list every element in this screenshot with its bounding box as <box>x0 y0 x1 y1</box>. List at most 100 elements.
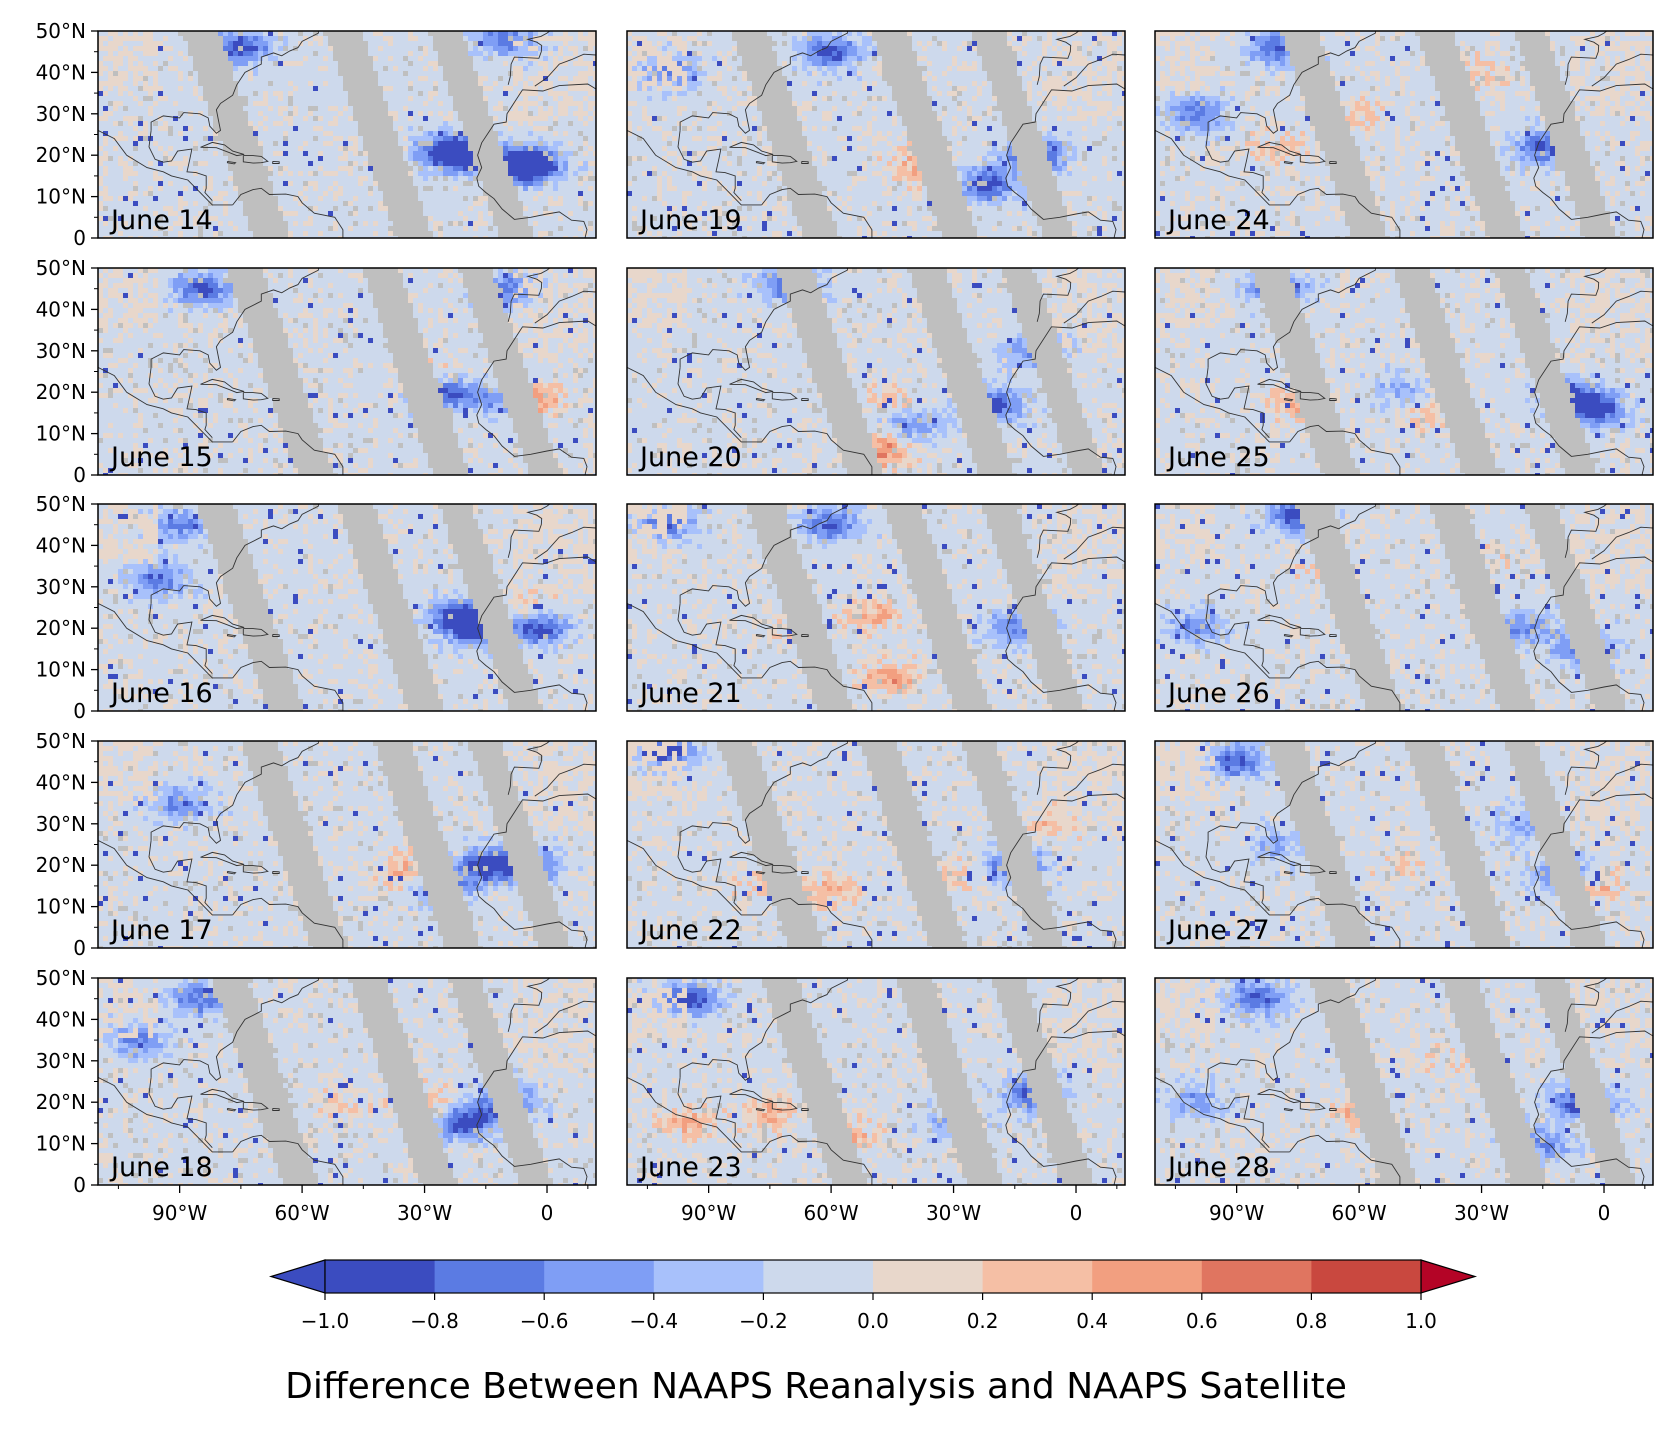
map-panel: June 16 50°N 40°N 30°N 20°N 10°N 0 <box>36 492 597 723</box>
coastlines <box>1155 978 1653 1185</box>
map-panel: June 25 <box>1154 267 1654 476</box>
lat-tick-label: 50°N <box>36 19 86 43</box>
lat-tick-label: 20°N <box>36 380 86 404</box>
colorbar-tick-label: 0.4 <box>1076 1309 1108 1333</box>
panel-frame <box>626 503 1126 712</box>
lon-tick-label: 30°W <box>1454 1201 1509 1225</box>
colorbar-segment <box>982 1260 1093 1293</box>
panel-date-label: June 15 <box>109 442 213 473</box>
map-panel: June 23 90°W 60°W 30°W 0 <box>626 977 1126 1225</box>
map-panel: June 19 <box>626 30 1126 239</box>
colorbar-segment <box>653 1260 764 1293</box>
panel-date-label: June 26 <box>1166 678 1270 709</box>
colorbar-segment <box>873 1260 984 1293</box>
coastlines <box>98 504 596 711</box>
panel-frame <box>1154 30 1654 239</box>
panel-frame <box>1154 740 1654 949</box>
panel-date-label: June 24 <box>1166 205 1270 236</box>
lon-tick-label: 60°W <box>803 1201 858 1225</box>
colorbar-tick-label: −0.8 <box>410 1309 459 1333</box>
map-panel: June 14 50°N 40°N 30°N 20°N 10°N 0 <box>36 19 597 250</box>
lon-tick-label: 30°W <box>926 1201 981 1225</box>
coastlines <box>98 268 596 475</box>
lat-tick-label: 10°N <box>36 658 86 682</box>
coastlines <box>627 978 1125 1185</box>
lat-tick-label: 50°N <box>36 492 86 516</box>
difference-grid <box>1155 978 1653 1185</box>
lat-tick-label: 40°N <box>36 1007 86 1031</box>
coastlines <box>98 978 596 1185</box>
lat-tick-label: 0 <box>73 936 86 960</box>
lon-tick-label: 90°W <box>681 1201 736 1225</box>
colorbar: −1.0 −0.8 −0.6 −0.4 −0.2 0.0 0.2 0.4 0.6 0.8 1.0 <box>268 1259 1478 1333</box>
panel-frame <box>1154 267 1654 476</box>
colorbar-tick-label: 1.0 <box>1405 1309 1437 1333</box>
coastlines <box>627 504 1125 711</box>
panel-date-label: June 14 <box>109 205 213 236</box>
lat-tick-label: 20°N <box>36 1090 86 1114</box>
panel-date-label: June 23 <box>638 1152 742 1183</box>
coastlines <box>1155 31 1653 238</box>
lat-tick-label: 20°N <box>36 143 86 167</box>
panel-date-label: June 28 <box>1166 1152 1270 1183</box>
colorbar-segment <box>1201 1260 1312 1293</box>
lat-tick-label: 50°N <box>36 966 86 990</box>
lon-tick-label: 0 <box>1598 1201 1611 1225</box>
panel-frame <box>1154 503 1654 712</box>
lon-tick-label: 90°W <box>1209 1201 1264 1225</box>
colorbar-segment <box>325 1260 436 1293</box>
lat-tick-label: 30°N <box>36 102 86 126</box>
difference-grid <box>627 31 1125 238</box>
lat-tick-label: 30°N <box>36 575 86 599</box>
lat-tick-label: 40°N <box>36 770 86 794</box>
colorbar-tick-label: 0.2 <box>967 1309 999 1333</box>
lat-tick-label: 40°N <box>36 60 86 84</box>
lat-tick-label: 50°N <box>36 729 86 753</box>
map-panel: June 26 <box>1154 503 1654 712</box>
coastlines <box>1155 741 1653 948</box>
coastlines <box>627 741 1125 948</box>
lat-tick-label: 30°N <box>36 812 86 836</box>
panel-date-label: June 18 <box>109 1152 213 1183</box>
difference-grid <box>627 268 1125 475</box>
colorbar-tick-label: −0.6 <box>520 1309 569 1333</box>
map-panel: June 27 <box>1154 740 1654 949</box>
colorbar-segment <box>544 1260 655 1293</box>
difference-grid <box>627 741 1125 948</box>
panel-date-label: June 22 <box>638 915 742 946</box>
lat-tick-label: 0 <box>73 463 86 487</box>
coastlines <box>627 31 1125 238</box>
coastlines <box>627 268 1125 475</box>
panel-frame <box>626 30 1126 239</box>
coastlines <box>98 31 596 238</box>
lon-tick-label: 30°W <box>397 1201 452 1225</box>
lat-tick-label: 30°N <box>36 339 86 363</box>
lat-tick-label: 10°N <box>36 895 86 919</box>
figure-title: Difference Between NAAPS Reanalysis and … <box>285 1366 1347 1407</box>
panel-frame <box>626 267 1126 476</box>
lon-tick-label: 90°W <box>152 1201 207 1225</box>
panel-frame <box>1154 977 1654 1186</box>
difference-grid <box>98 31 596 238</box>
colorbar-tick-label: 0.6 <box>1186 1309 1218 1333</box>
difference-grid <box>627 978 1125 1185</box>
lat-tick-label: 50°N <box>36 256 86 280</box>
colorbar-tick-label: −1.0 <box>301 1309 350 1333</box>
panel-date-label: June 27 <box>1166 915 1270 946</box>
colorbar-extend-high <box>1420 1259 1478 1294</box>
lat-tick-label: 10°N <box>36 185 86 209</box>
colorbar-segment <box>1311 1260 1422 1293</box>
colorbar-tick-label: −0.4 <box>630 1309 679 1333</box>
panel-frame <box>626 740 1126 949</box>
map-panel: June 28 90°W 60°W 30°W 0 <box>1154 977 1654 1225</box>
colorbar-tick-label: −0.2 <box>739 1309 788 1333</box>
map-panel: June 20 <box>626 267 1126 476</box>
map-panel: June 21 <box>626 503 1126 712</box>
panel-date-label: June 17 <box>109 915 213 946</box>
coastlines <box>1155 268 1653 475</box>
panel-date-label: June 20 <box>638 442 742 473</box>
panel-frame <box>626 977 1126 1186</box>
lat-tick-label: 0 <box>73 1173 86 1197</box>
